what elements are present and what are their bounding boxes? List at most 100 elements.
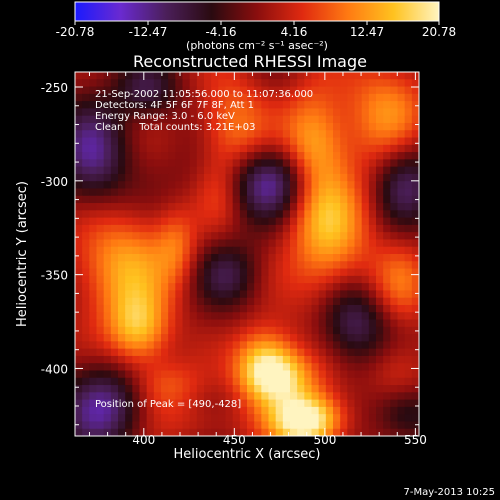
heatmap-cell (268, 232, 277, 241)
heatmap-cell (196, 246, 205, 255)
heatmap-cell (340, 86, 348, 95)
heatmap-cell (89, 115, 98, 124)
heatmap-cell (232, 72, 241, 80)
heatmap-cell (110, 428, 119, 436)
heatmap-cell (211, 334, 219, 342)
heatmap-cell (139, 268, 148, 277)
heatmap-cell (282, 392, 291, 401)
heatmap-cell (368, 312, 377, 321)
heatmap-cell (361, 195, 370, 204)
heatmap-cell (254, 152, 262, 160)
heatmap-cell (89, 181, 98, 190)
heatmap-cell (376, 137, 384, 146)
heatmap-cell (96, 137, 105, 146)
heatmap-cell (139, 385, 148, 393)
heatmap-cell (254, 246, 262, 255)
heatmap-cell (232, 239, 241, 248)
heatmap-cell (110, 152, 119, 160)
heatmap-cell (333, 268, 341, 277)
heatmap-cell (153, 166, 162, 175)
heatmap-cell (282, 181, 291, 190)
heatmap-cell (254, 399, 262, 408)
heatmap-cell (182, 108, 191, 117)
heatmap-cell (89, 392, 98, 401)
heatmap-cell (118, 86, 126, 95)
heatmap-cell (340, 363, 348, 372)
heatmap-cell (290, 166, 298, 175)
heatmap-cell (189, 217, 198, 226)
heatmap-cell (397, 414, 406, 423)
heatmap-cell (411, 392, 419, 401)
heatmap-cell (153, 210, 162, 219)
heatmap-cell (125, 210, 133, 219)
heatmap-cell (211, 152, 219, 160)
heatmap-cell (153, 406, 162, 415)
heatmap-cell (96, 246, 105, 255)
heatmap-cell (261, 355, 270, 364)
heatmap-cell (290, 203, 298, 211)
heatmap-cell (333, 152, 341, 160)
heatmap-cell (89, 195, 98, 204)
heatmap-cell (254, 290, 262, 299)
heatmap-cell (282, 261, 291, 270)
heatmap-cell (376, 283, 384, 291)
heatmap-cell (204, 355, 212, 364)
heatmap-cell (196, 326, 205, 335)
heatmap-cell (390, 297, 399, 306)
heatmap-cell (404, 268, 413, 277)
heatmap-cell (411, 275, 419, 284)
heatmap-cell (89, 130, 98, 139)
heatmap-cell (304, 159, 313, 168)
heatmap-cell (196, 348, 205, 357)
heatmap-cell (225, 101, 234, 109)
heatmap-cell (96, 370, 105, 379)
heatmap-cell (383, 421, 391, 430)
heatmap-cell (411, 254, 419, 262)
heatmap-cell (354, 326, 363, 335)
heatmap-cell (161, 254, 169, 262)
heatmap-cell (175, 122, 184, 131)
heatmap-cell (390, 122, 399, 131)
heatmap-cell (368, 224, 377, 233)
heatmap-cell (304, 377, 313, 386)
heatmap-cell (404, 195, 413, 204)
heatmap-cell (96, 188, 105, 197)
heatmap-cell (239, 224, 248, 233)
heatmap-cell (383, 348, 391, 357)
heatmap-cell (89, 203, 98, 211)
heatmap-cell (390, 181, 399, 190)
heatmap-cell (96, 152, 105, 160)
heatmap-cell (404, 152, 413, 160)
heatmap-cell (182, 217, 191, 226)
heatmap-cell (354, 297, 363, 306)
heatmap-cell (103, 261, 112, 270)
heatmap-cell (118, 283, 126, 291)
heatmap-cell (361, 312, 370, 321)
heatmap-cell (318, 246, 327, 255)
heatmap-cell (75, 86, 83, 95)
heatmap-cell (333, 210, 341, 219)
heatmap-cell (96, 406, 105, 415)
heatmap-cell (261, 254, 270, 262)
heatmap-cell (161, 217, 169, 226)
heatmap-cell (361, 122, 370, 131)
heatmap-cell (125, 166, 133, 175)
heatmap-cell (290, 232, 298, 241)
heatmap-cell (96, 297, 105, 306)
heatmap-cell (146, 101, 155, 109)
heatmap-cell (254, 341, 262, 350)
heatmap-cell (132, 261, 141, 270)
heatmap-cell (146, 348, 155, 357)
heatmap-cell (146, 312, 155, 321)
heatmap-cell (89, 246, 98, 255)
heatmap-cell (361, 72, 370, 80)
heatmap-cell (218, 232, 227, 241)
heatmap-cell (225, 355, 234, 364)
heatmap-cell (247, 268, 255, 277)
heatmap-cell (75, 428, 83, 436)
heatmap-cell (161, 428, 169, 436)
heatmap-cell (304, 188, 313, 197)
heatmap-cell (110, 101, 119, 109)
heatmap-cell (282, 334, 291, 342)
heatmap-cell (318, 348, 327, 357)
